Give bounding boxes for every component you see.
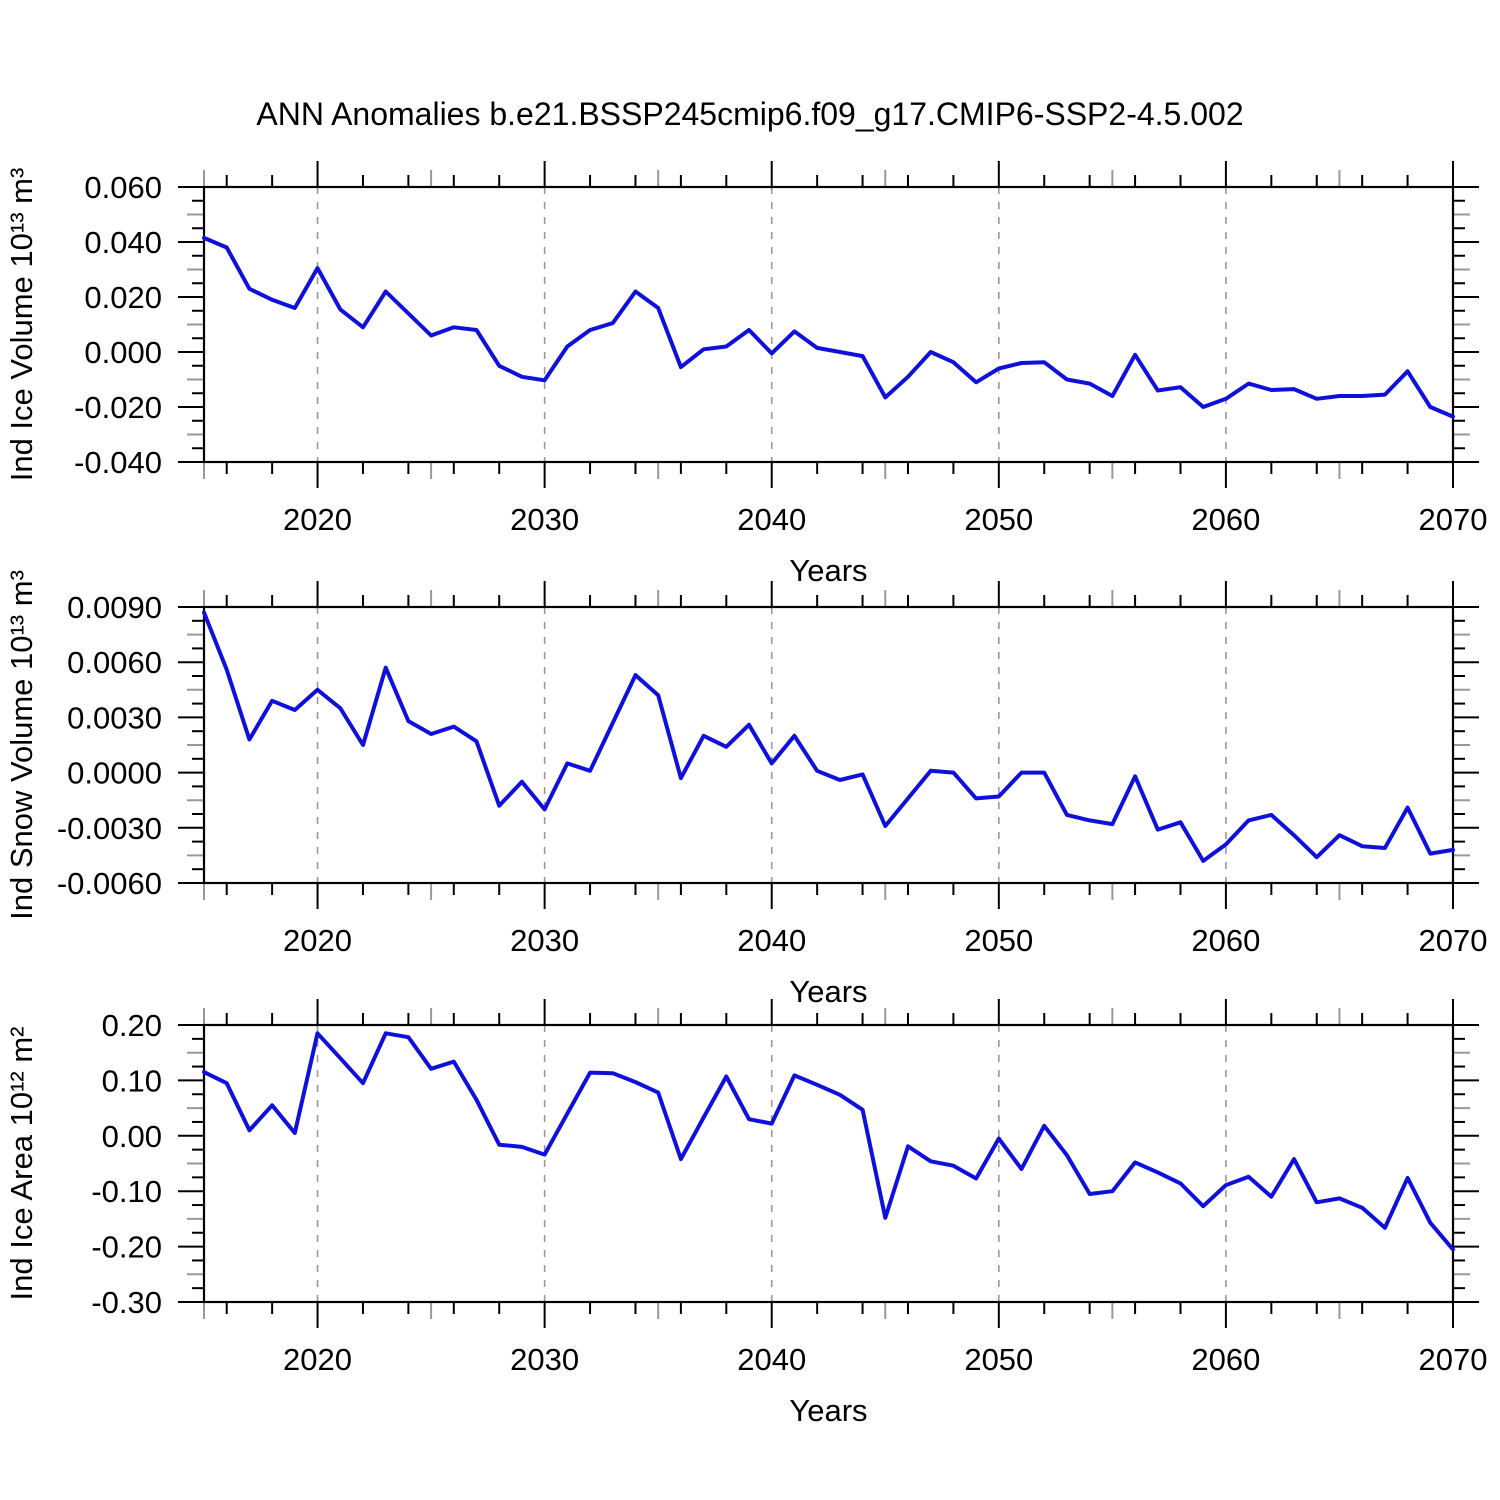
x-tick-label: 2030 [510, 1342, 579, 1377]
y-tick-label: -0.040 [74, 445, 162, 480]
series-line [202, 610, 1455, 863]
y-tick-label: -0.30 [91, 1285, 162, 1320]
axis-frame [202, 1023, 1455, 1304]
panel-ind-ice-area: 0.20 0.10 0.00 -0.10 -0.20 -0.30 2020 2030 2040 2… [4, 999, 1487, 1428]
y-tick-label: 0.20 [102, 1008, 162, 1043]
y-tick-label: -0.20 [91, 1230, 162, 1265]
y-tick-label: 0.10 [102, 1063, 162, 1098]
axis-frame [202, 605, 1455, 885]
chart-title: ANN Anomalies b.e21.BSSP245cmip6.f09_g17… [256, 96, 1244, 132]
x-tick-label: 2030 [510, 502, 579, 537]
y-tick-label: 0.0030 [67, 700, 162, 735]
x-tick-label: 2040 [737, 1342, 806, 1377]
y-tick-label: 0.000 [84, 335, 162, 370]
y-tick-label: 0.00 [102, 1119, 162, 1154]
x-axis-label: Years [789, 553, 867, 588]
x-tick-label: 2060 [1191, 923, 1260, 958]
x-axis-label: Years [789, 1393, 867, 1428]
y-tick-label: -0.0030 [57, 811, 162, 846]
x-tick-label: 2070 [1419, 1342, 1488, 1377]
panel-ind-ice-volume: 0.060 0.040 0.020 0.000 -0.020 -0.040 2020 2030… [4, 161, 1487, 588]
x-axis-label: Years [789, 974, 867, 1009]
y-tick-label: 0.0090 [67, 590, 162, 625]
y-axis-label: Ind Snow Volume 10¹³ m³ [4, 570, 39, 920]
y-axis-label: Ind Ice Volume 10¹³ m³ [4, 168, 39, 482]
series-line [202, 235, 1455, 419]
y-tick-label: 0.0000 [67, 756, 162, 791]
y-axis-label: Ind Ice Area 10¹² m² [4, 1027, 39, 1301]
y-tick-label: 0.0060 [67, 645, 162, 680]
x-tick-label: 2070 [1419, 502, 1488, 537]
y-tick-label: -0.10 [91, 1174, 162, 1209]
axis-frame [202, 185, 1455, 464]
y-tick-label: 0.040 [84, 225, 162, 260]
x-tick-label: 2020 [283, 502, 352, 537]
x-tick-label: 2050 [964, 502, 1033, 537]
y-tick-label: 0.020 [84, 280, 162, 315]
x-tick-label: 2050 [964, 923, 1033, 958]
x-tick-label: 2020 [283, 923, 352, 958]
series-line [202, 1031, 1455, 1252]
x-tick-label: 2020 [283, 1342, 352, 1377]
y-tick-label: 0.060 [84, 170, 162, 205]
x-tick-label: 2050 [964, 1342, 1033, 1377]
x-tick-label: 2060 [1191, 1342, 1260, 1377]
x-tick-label: 2030 [510, 923, 579, 958]
x-tick-label: 2070 [1419, 923, 1488, 958]
x-tick-label: 2040 [737, 502, 806, 537]
y-tick-label: -0.0060 [57, 866, 162, 901]
panel-ind-snow-volume: 0.0090 0.0060 0.0030 0.0000 -0.0030 -0.0060 20… [4, 570, 1487, 1009]
x-tick-label: 2060 [1191, 502, 1260, 537]
x-tick-label: 2040 [737, 923, 806, 958]
y-tick-label: -0.020 [74, 390, 162, 425]
